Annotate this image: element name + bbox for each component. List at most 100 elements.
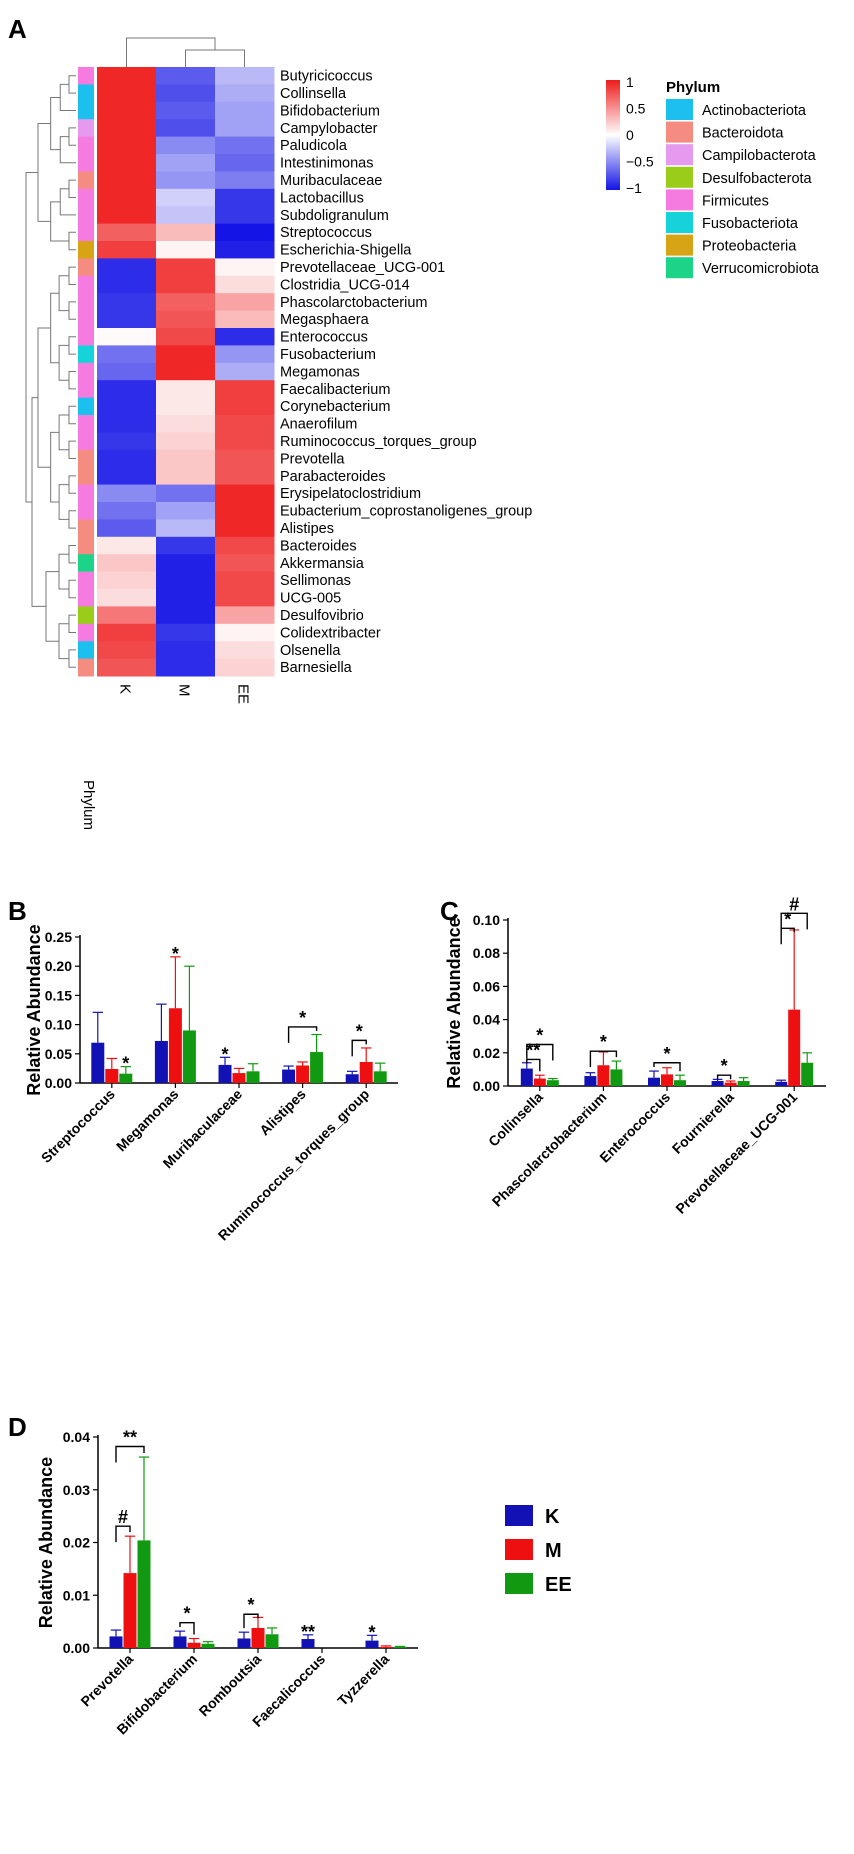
group-legend-swatch: [505, 1539, 533, 1560]
significance-mark: #: [118, 1507, 128, 1527]
dendrogram-branch: [68, 336, 76, 355]
bar-m: [168, 1008, 182, 1083]
heatmap-cell: [156, 623, 216, 642]
heatmap-cell: [156, 467, 216, 486]
significance-mark: *: [172, 944, 179, 964]
y-tick-label: 0.04: [63, 1429, 90, 1445]
significance-mark: *: [356, 1021, 363, 1041]
bar-k: [218, 1064, 232, 1083]
heatmap-cell: [97, 328, 157, 346]
heatmap-cell: [97, 241, 157, 259]
bar-ee: [373, 1071, 387, 1083]
heatmap-cells: [97, 67, 275, 677]
bar-ee: [246, 1071, 260, 1083]
dendrogram-branch: [68, 405, 76, 425]
group-legend-swatch: [505, 1505, 533, 1526]
panel-label-d: D: [8, 1412, 27, 1442]
heatmap-cell: [156, 397, 216, 416]
bar-m: [597, 1065, 610, 1086]
heatmap-cell: [97, 658, 157, 677]
significance-mark: *: [183, 1604, 190, 1624]
heatmap-cell: [97, 223, 157, 242]
heatmap-column-labels: K M EE: [117, 684, 252, 704]
phylum-strip-cell: [78, 554, 94, 573]
phylum-strip-cell: [78, 449, 94, 468]
significance-bracket: [526, 1058, 541, 1072]
heatmap-row-label: Bifidobacterium: [280, 103, 380, 119]
bar-ee: [674, 1080, 686, 1086]
phylum-strip-cell: [78, 484, 94, 503]
colorbar-gradient: [606, 80, 620, 190]
heatmap-cell: [156, 536, 216, 555]
panel-label-b: B: [8, 896, 27, 926]
bar-ee: [393, 1646, 407, 1648]
dendrogram-branch: [58, 553, 69, 590]
colorbar-tick-label: −1: [626, 180, 642, 196]
heatmap-cell: [97, 67, 157, 85]
heatmap-cell: [97, 293, 157, 312]
bar-k: [711, 1081, 724, 1086]
heatmap-cell: [156, 362, 216, 381]
colorbar-ticks: 1 0.5 0 −0.5 −1: [626, 74, 654, 196]
phylum-strip-cell: [78, 188, 94, 207]
heatmap-cell: [156, 345, 216, 364]
significance-mark: #: [789, 894, 799, 914]
bar-k: [91, 1042, 105, 1083]
phylum-strip-cell: [78, 571, 94, 590]
heatmap-row-label: Lactobacillus: [280, 190, 364, 206]
heatmap-column-label: M: [176, 684, 193, 697]
heatmap-row-label: Olsenella: [280, 643, 341, 659]
dendrogram-branch: [31, 397, 46, 607]
dendrogram-branch: [68, 179, 76, 198]
significance-mark: *: [122, 1054, 129, 1074]
phylum-strip-cell: [78, 101, 94, 120]
significance-bracket: [653, 1062, 681, 1072]
phylum-strip-cell: [78, 415, 94, 433]
significance-bracket: [780, 927, 795, 945]
heatmap-cell: [215, 258, 275, 277]
x-tick-label: Prevotella: [77, 1651, 136, 1710]
heatmap-cell: [97, 467, 157, 486]
significance-mark: *: [247, 1595, 254, 1615]
heatmap-cell: [215, 641, 275, 660]
significance-bracket: [351, 1039, 367, 1057]
heatmap-cell: [97, 554, 157, 573]
bar-m: [379, 1646, 393, 1648]
legend-item-label: Bacteroidota: [702, 126, 784, 142]
row-dendrogram: [25, 75, 76, 668]
heatmap-row-label: Escherichia-Shigella: [280, 243, 412, 259]
y-tick-label: 0.00: [45, 1075, 72, 1091]
heatmap-cell: [215, 328, 275, 346]
heatmap-cell: [156, 258, 216, 277]
bar-m: [788, 1009, 801, 1086]
dendrogram-branch: [59, 83, 76, 111]
heatmap-cell: [97, 502, 157, 520]
significance-bracket: [179, 1621, 195, 1635]
heatmap-row-label: Phascolarctobacterium: [280, 295, 428, 311]
bar-m: [251, 1627, 265, 1648]
heatmap-cell: [97, 136, 157, 155]
heatmap-cell: [215, 449, 275, 468]
bar-ee: [201, 1643, 215, 1648]
heatmap-row-label: Intestinimonas: [280, 156, 374, 172]
heatmap-row-label: Desulfovibrio: [280, 608, 364, 624]
heatmap-cell: [97, 484, 157, 503]
significance-bracket: [780, 912, 808, 930]
legend-swatch: [666, 257, 693, 279]
bar-k: [154, 1040, 168, 1083]
heatmap-cell: [156, 380, 216, 399]
bar-k: [109, 1636, 123, 1648]
bar-k: [282, 1069, 296, 1083]
heatmap-cell: [215, 241, 275, 259]
dendrogram-branch: [58, 623, 69, 660]
y-tick-label: 0.01: [63, 1587, 90, 1603]
bar-k: [237, 1638, 251, 1648]
dendrogram-branch: [68, 127, 76, 146]
heatmap-cell: [156, 223, 216, 242]
bar-m: [123, 1573, 137, 1648]
heatmap-row-label: Streptococcus: [280, 225, 372, 241]
significance-mark: *: [784, 909, 791, 929]
group-legend-label: M: [545, 1540, 562, 1562]
significance-bracket: [243, 1613, 259, 1629]
phylum-strip-cell: [78, 258, 94, 277]
